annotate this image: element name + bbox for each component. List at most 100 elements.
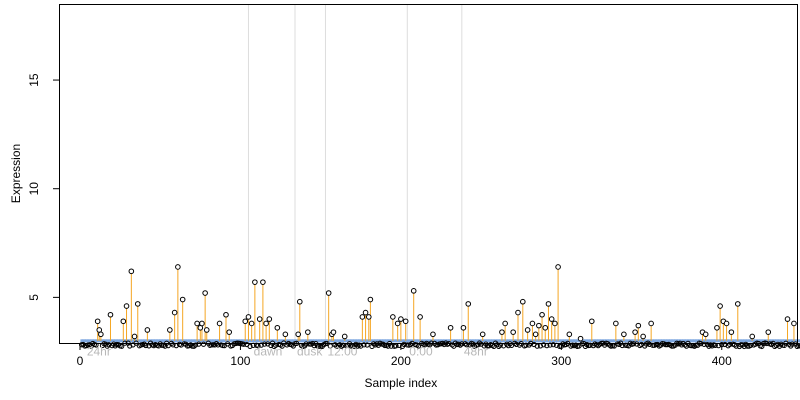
segment-label: dawn <box>254 344 283 358</box>
peak-point <box>216 320 223 327</box>
peak-point <box>359 314 366 320</box>
x-tick-label: 200 <box>391 354 411 368</box>
peak-point <box>341 333 348 340</box>
peak-point <box>529 320 536 327</box>
peak-point <box>784 316 791 322</box>
peak-point <box>552 320 558 327</box>
peak-point <box>577 335 584 342</box>
peak-point <box>555 264 561 270</box>
peak-point <box>266 316 273 322</box>
peak-point <box>365 314 372 320</box>
peak-point <box>242 318 249 325</box>
peak-point <box>245 314 252 320</box>
x-axis: 0 100 200 300 400 <box>77 343 732 368</box>
peak-point <box>203 327 210 333</box>
peak-point <box>256 316 263 322</box>
data-point <box>550 342 556 348</box>
peak-point <box>417 314 423 320</box>
data-point <box>106 342 112 348</box>
plot-frame <box>59 4 798 344</box>
peak-point <box>305 329 311 335</box>
peak-point <box>94 318 101 325</box>
peak-point <box>524 327 531 333</box>
peak-point <box>447 324 454 331</box>
data-point <box>261 341 268 347</box>
peak-point <box>502 320 508 327</box>
peak-point <box>545 301 552 307</box>
peak-point <box>548 316 555 322</box>
data-point <box>200 341 207 347</box>
data-point <box>364 342 370 348</box>
peak-point <box>260 279 266 285</box>
peak-point <box>499 329 505 335</box>
data-point <box>93 342 99 348</box>
peak-point <box>295 331 301 338</box>
segment-label: 0:00 <box>409 344 433 358</box>
data-point <box>727 341 733 348</box>
data-point <box>196 341 202 347</box>
x-tick-label: 0 <box>77 354 84 368</box>
peak-point <box>566 331 573 338</box>
peak-point <box>515 309 521 316</box>
data-point <box>744 343 751 349</box>
peak-point <box>226 329 233 335</box>
data-point <box>646 341 653 347</box>
peak-point <box>325 290 332 296</box>
peak-point <box>98 331 104 338</box>
data-point <box>547 342 553 348</box>
x-tick-label: 400 <box>712 354 732 368</box>
x-axis-label: Sample index <box>365 376 438 390</box>
peak-point <box>791 320 797 327</box>
peak-point <box>171 309 178 316</box>
segment-label: 24hr <box>87 344 111 358</box>
data-points <box>79 264 800 350</box>
data-point <box>401 341 407 347</box>
peak-point <box>362 309 369 316</box>
peak-stems <box>97 266 795 341</box>
peak-point <box>723 320 730 327</box>
peak-point <box>621 331 627 338</box>
peak-point <box>717 303 723 309</box>
peak-point <box>223 311 229 318</box>
peak-point <box>728 329 735 335</box>
segment-label: dusk <box>297 344 323 358</box>
peak-point <box>402 318 409 325</box>
peak-point <box>702 331 709 338</box>
peak-point <box>410 288 417 294</box>
x-tick-label: 100 <box>230 354 250 368</box>
x-tick-label: 300 <box>551 354 571 368</box>
peak-point <box>390 314 396 320</box>
peak-point <box>479 331 486 338</box>
data-point <box>303 341 309 347</box>
peak-point <box>167 327 173 333</box>
segment-lines <box>247 5 463 343</box>
peak-point <box>398 316 404 322</box>
peak-point <box>175 264 181 270</box>
peak-point <box>465 301 472 307</box>
segment-labels: 24hr dawn dusk 12:00 0:00 48hr <box>87 344 488 358</box>
peak-point <box>542 324 549 331</box>
peak-point <box>263 320 269 327</box>
peak-point <box>252 279 258 285</box>
data-point <box>247 343 253 349</box>
data-point <box>701 341 707 347</box>
peak-point <box>330 329 337 335</box>
peak-point <box>539 311 545 318</box>
peak-point <box>749 333 756 340</box>
peak-point <box>131 333 138 340</box>
data-point <box>361 342 367 348</box>
data-point <box>722 341 728 348</box>
peak-point <box>199 320 205 327</box>
peak-point <box>144 327 151 333</box>
data-point <box>119 343 125 349</box>
peak-point <box>536 322 542 329</box>
data-point <box>215 342 221 348</box>
peak-point <box>613 320 619 327</box>
peak-point <box>635 322 642 329</box>
peak-point <box>765 329 772 335</box>
segment-label: 48hr <box>464 344 488 358</box>
peak-point <box>430 331 436 338</box>
data-point <box>513 341 519 347</box>
